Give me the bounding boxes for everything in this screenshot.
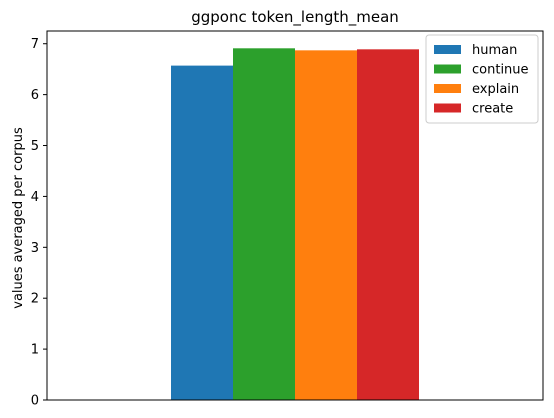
y-tick-label: 0 — [31, 394, 39, 409]
bar-explain — [295, 50, 357, 400]
bar-continue — [233, 48, 295, 400]
chart-title: ggponc token_length_mean — [191, 8, 399, 27]
legend-swatch-create — [434, 103, 461, 113]
y-tick-label: 7 — [31, 37, 39, 52]
bar-human — [171, 65, 233, 401]
legend-label-explain: explain — [472, 82, 519, 97]
legend-label-continue: continue — [472, 63, 529, 78]
y-axis-label: values averaged per corpus — [11, 127, 26, 309]
legend-swatch-continue — [434, 64, 461, 74]
legend-box — [425, 34, 539, 124]
y-tick-label: 2 — [31, 292, 39, 307]
legend-swatch-explain — [434, 84, 461, 93]
y-tick-label: 5 — [31, 139, 39, 154]
plot-frame — [46, 30, 544, 401]
legend: human continue explain create — [425, 34, 539, 124]
y-tick-label: 4 — [31, 190, 39, 205]
y-axis: 0 1 2 3 4 5 6 7 — [31, 37, 47, 409]
y-tick-label: 3 — [31, 241, 39, 256]
legend-label-create: create — [472, 102, 513, 117]
y-tick-label: 6 — [31, 88, 39, 103]
y-tick-label: 1 — [31, 343, 39, 358]
legend-label-human: human — [472, 43, 517, 58]
legend-swatch-human — [434, 45, 461, 54]
bars-group — [171, 48, 419, 401]
bar-create — [357, 49, 419, 401]
